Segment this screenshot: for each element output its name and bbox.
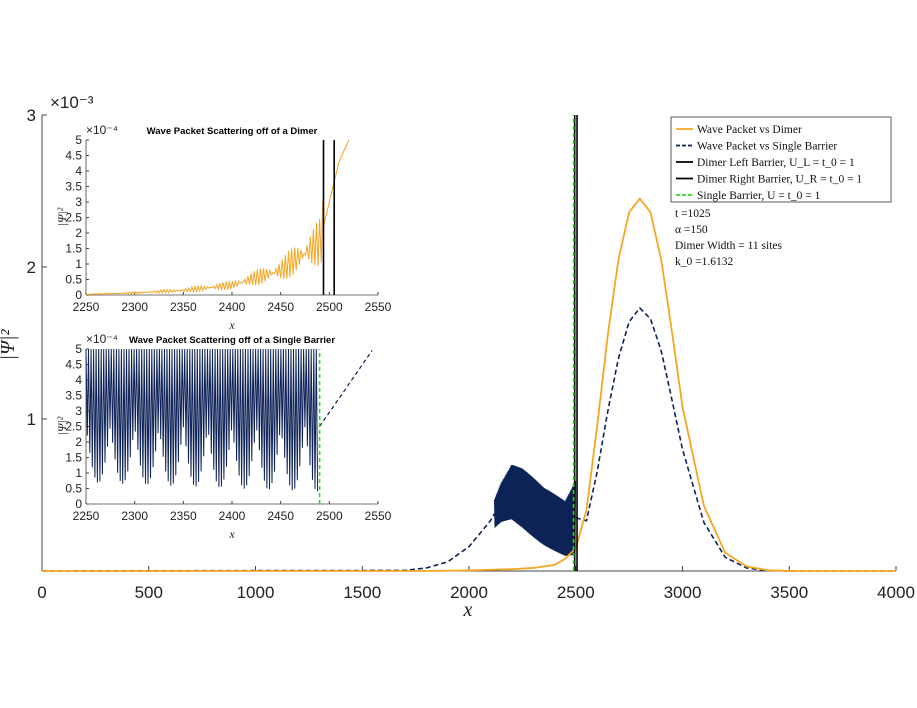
inset-x-tick-label: 2250 xyxy=(73,300,100,314)
main-y-ticks: 1 2 3 xyxy=(27,106,47,429)
inset-dimer-x-label: x xyxy=(228,318,235,332)
inset-y-tick-label: 0 xyxy=(75,288,82,302)
inset-single-x-ticks: 2250 2300 2350 2400 2450 2500 2550 xyxy=(73,501,392,523)
inset-x-tick-label: 2550 xyxy=(365,300,392,314)
main-x-tick-label: 1000 xyxy=(237,583,275,602)
inset-x-tick-label: 2400 xyxy=(219,509,246,523)
annotation-time: t =1025 xyxy=(675,208,711,220)
inset-y-tick-label: 2.5 xyxy=(65,211,82,225)
main-plot: 0 500 1000 1500 2000 2500 3000 3500 4000 123 ×10… xyxy=(0,93,915,621)
inset-y-tick-label: 3 xyxy=(75,195,82,209)
inset-y-tick-label: 1 xyxy=(75,257,82,271)
inset-single-series xyxy=(85,348,319,492)
inset-y-tick-label: 0 xyxy=(75,497,82,511)
inset-y-tick-label: 4 xyxy=(75,164,82,178)
inset-single-x-label: x xyxy=(228,527,235,541)
main-x-ticks: 0 500 1000 1500 2000 2500 3000 3500 4000 xyxy=(37,566,915,602)
inset-x-tick-label: 2400 xyxy=(219,300,246,314)
inset-single-transmitted xyxy=(319,350,373,427)
main-x-tick-label: 0 xyxy=(37,583,46,602)
inset-y-tick-label: 2 xyxy=(75,226,82,240)
inset-y-tick-label: 5 xyxy=(75,133,82,147)
legend-item-label: Wave Packet vs Single Barrier xyxy=(697,141,837,153)
inset-y-tick-label: 3.5 xyxy=(65,180,82,194)
inset-y-tick-label: 4 xyxy=(75,373,82,387)
inset-single: 2250 2300 2350 2400 2450 2500 2550 00.5 11.5 22.… xyxy=(55,332,392,541)
main-x-tick-label: 3000 xyxy=(664,583,702,602)
inset-dimer-y-ticks: 00.5 11.5 22.5 33.5 44.5 5 xyxy=(65,133,89,302)
inset-y-tick-label: 1.5 xyxy=(65,451,82,465)
inset-x-tick-label: 2450 xyxy=(267,509,294,523)
main-x-tick-label: 4000 xyxy=(877,583,915,602)
main-x-tick-label: 2500 xyxy=(557,583,595,602)
legend: Wave Packet vs Dimer Wave Packet vs Singl… xyxy=(670,116,892,203)
inset-y-tick-label: 4.5 xyxy=(65,358,82,372)
inset-single-y-ticks: 00.5 11.5 22.5 33.5 44.5 5 xyxy=(65,342,89,511)
inset-dimer-exponent: ×10⁻⁴ xyxy=(86,123,118,137)
inset-x-tick-label: 2450 xyxy=(267,300,294,314)
inset-x-tick-label: 2350 xyxy=(170,509,197,523)
inset-y-tick-label: 2.5 xyxy=(65,420,82,434)
legend-item-label: Wave Packet vs Dimer xyxy=(697,124,802,136)
inset-dimer-title: Wave Packet Scattering off of a Dimer xyxy=(147,126,318,137)
inset-y-tick-label: 1.5 xyxy=(65,242,82,256)
annotation-k0: k_0 =1.6132 xyxy=(675,256,733,268)
inset-single-title: Wave Packet Scattering off of a Single B… xyxy=(129,335,335,346)
inset-y-tick-label: 5 xyxy=(75,342,82,356)
inset-y-tick-label: 3 xyxy=(75,404,82,418)
inset-dimer-series xyxy=(86,139,350,296)
inset-y-tick-label: 0.5 xyxy=(65,482,82,496)
inset-dimer-background xyxy=(86,140,378,295)
main-x-tick-label: 2000 xyxy=(450,583,488,602)
inset-y-tick-label: 2 xyxy=(75,435,82,449)
inset-x-tick-label: 2550 xyxy=(365,509,392,523)
series-single-barrier-oscillation xyxy=(494,464,576,556)
inset-y-tick-label: 3.5 xyxy=(65,389,82,403)
annotation-alpha: α =150 xyxy=(675,224,708,236)
main-x-label: x xyxy=(463,599,473,621)
legend-box xyxy=(670,116,892,203)
main-y-tick-label: 1 xyxy=(27,410,36,429)
main-x-tick-label: 500 xyxy=(135,583,163,602)
series-dimer-line xyxy=(42,197,896,572)
main-y-tick-label: 2 xyxy=(27,258,36,277)
legend-item-label: Single Barrier, U = t_0 = 1 xyxy=(697,190,821,202)
inset-x-tick-label: 2300 xyxy=(121,300,148,314)
inset-x-tick-label: 2300 xyxy=(121,509,148,523)
main-x-tick-label: 1500 xyxy=(343,583,381,602)
inset-y-tick-label: 1 xyxy=(75,466,82,480)
annotations: t =1025 α =150 Dimer Width = 11 sites k_… xyxy=(675,208,782,268)
annotation-dimer-width: Dimer Width = 11 sites xyxy=(675,240,782,252)
main-y-exponent: ×10⁻³ xyxy=(50,93,94,112)
inset-dimer-x-ticks: 2250 2300 2350 2400 2450 2500 2550 xyxy=(73,292,392,314)
inset-y-tick-label: 4.5 xyxy=(65,149,82,163)
legend-item-label: Dimer Right Barrier, U_R = t_0 = 1 xyxy=(697,174,862,186)
main-x-tick-label: 3500 xyxy=(770,583,808,602)
main-y-tick-label: 3 xyxy=(27,106,36,125)
inset-x-tick-label: 2350 xyxy=(170,300,197,314)
inset-y-tick-label: 0.5 xyxy=(65,273,82,287)
inset-dimer-y-label: |Ψ|² xyxy=(55,207,69,226)
inset-x-tick-label: 2500 xyxy=(316,509,343,523)
inset-x-tick-label: 2500 xyxy=(316,300,343,314)
inset-single-y-label: |Ψ|² xyxy=(55,416,69,435)
inset-x-tick-label: 2250 xyxy=(73,509,100,523)
inset-dimer: 2250 2300 2350 2400 2450 2500 2550 00.5 11.5 22.… xyxy=(55,123,392,332)
inset-single-exponent: ×10⁻⁴ xyxy=(86,332,118,346)
main-y-label: |Ψ|² xyxy=(0,328,19,360)
legend-item-label: Dimer Left Barrier, U_L = t_0 = 1 xyxy=(697,157,855,169)
